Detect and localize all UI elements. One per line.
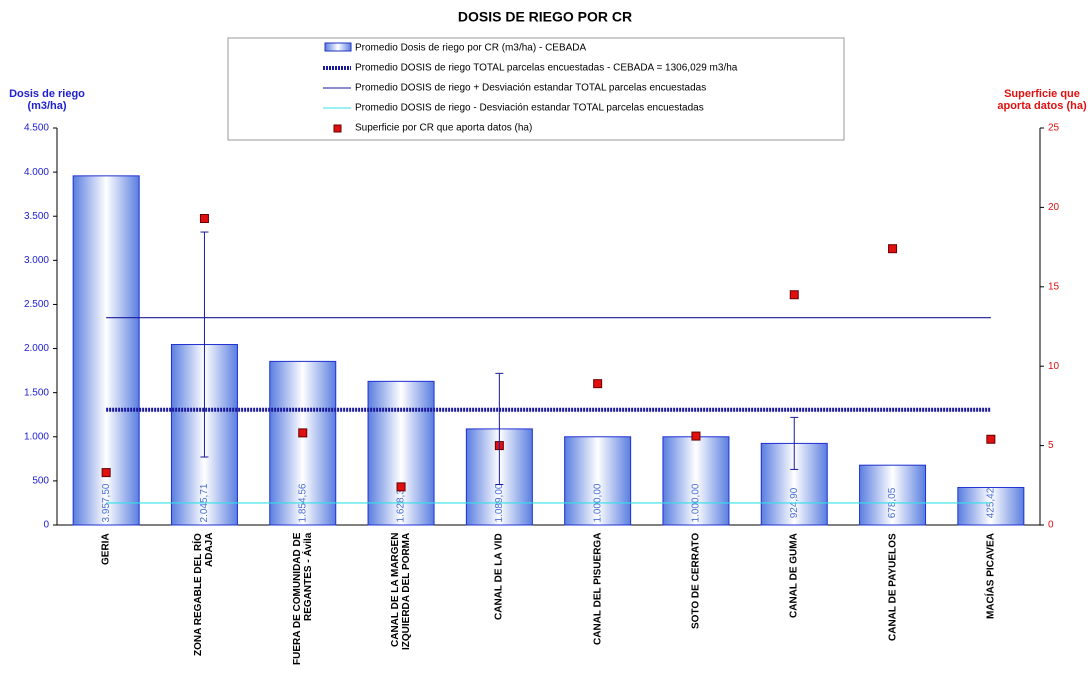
x-tick-label: CANAL DE GUMA [788,533,800,618]
value-label: 425,42 [985,487,996,518]
marker [789,290,799,300]
x-tick-label: GERIA [100,533,112,565]
y2-tick-label: 0 [1048,520,1054,531]
x-tick-label: CANAL DE PAYUELOS [887,533,899,641]
y-tick-label: 4.500 [24,123,49,134]
y2-tick-label: 15 [1048,281,1060,292]
bar [957,486,1025,526]
bar [564,436,632,526]
y2-tick-label: 25 [1048,123,1060,134]
marker [888,244,898,254]
y2-tick-label: 5 [1048,440,1054,451]
bar [662,436,730,526]
x-tick-label: MACÍAS PICAVEA [985,533,997,619]
y2-tick-label: 20 [1048,202,1060,213]
y-tick-label: 0 [43,520,49,531]
y2-axis-title: Superficie que aporta datos (ha) [997,88,1087,112]
x-tick-label: CANAL DE LA VID [493,533,505,620]
y-tick-label: 2.500 [24,299,49,310]
bar [269,360,337,526]
legend-label: Promedio Dosis de riego por CR (m3/ha) -… [355,43,587,54]
x-tick-label: CANAL DE LA MARGEN IZQUIERDA DEL PORMA [390,533,413,651]
bar [72,175,140,526]
y-tick-label: 2.000 [24,343,49,354]
x-tick-label: SOTO DE CERRATO [690,533,702,630]
marker [199,214,209,224]
bar [859,464,927,526]
marker [298,428,308,438]
marker [691,431,701,441]
x-tick-label: ZONA REGABLE DEL RÍO ADAJA [193,533,216,656]
marker [101,468,111,478]
legend-label: Promedio DOSIS de riego + Desviación est… [355,83,706,94]
y-tick-label: 3.000 [24,255,49,266]
marker [593,379,603,389]
y-tick-label: 1.500 [24,387,49,398]
y-tick-label: 500 [32,476,49,487]
y-tick-label: 4.000 [24,167,49,178]
legend-swatch [333,124,342,133]
legend-label: Promedio DOSIS de riego TOTAL parcelas e… [355,63,738,74]
legend-label: Superficie por CR que aporta datos (ha) [355,123,532,134]
y2-tick-label: 10 [1048,361,1060,372]
y-axis-title: Dosis de riego (m3/ha) [9,88,85,112]
legend-box [227,37,845,141]
y-tick-label: 1.000 [24,431,49,442]
x-tick-label: FUERA DE COMUNIDAD DE REGANTES - Ávila [291,533,314,666]
legend-swatch [324,42,352,52]
legend-label: Promedio DOSIS de riego - Desviación est… [355,103,704,114]
marker [396,482,406,492]
chart-title: DOSIS DE RIEGO POR CR [458,9,632,25]
x-tick-label: CANAL DEL PISUERGA [592,533,604,646]
bar [367,380,435,526]
marker [986,434,996,444]
y-tick-label: 3.500 [24,211,49,222]
